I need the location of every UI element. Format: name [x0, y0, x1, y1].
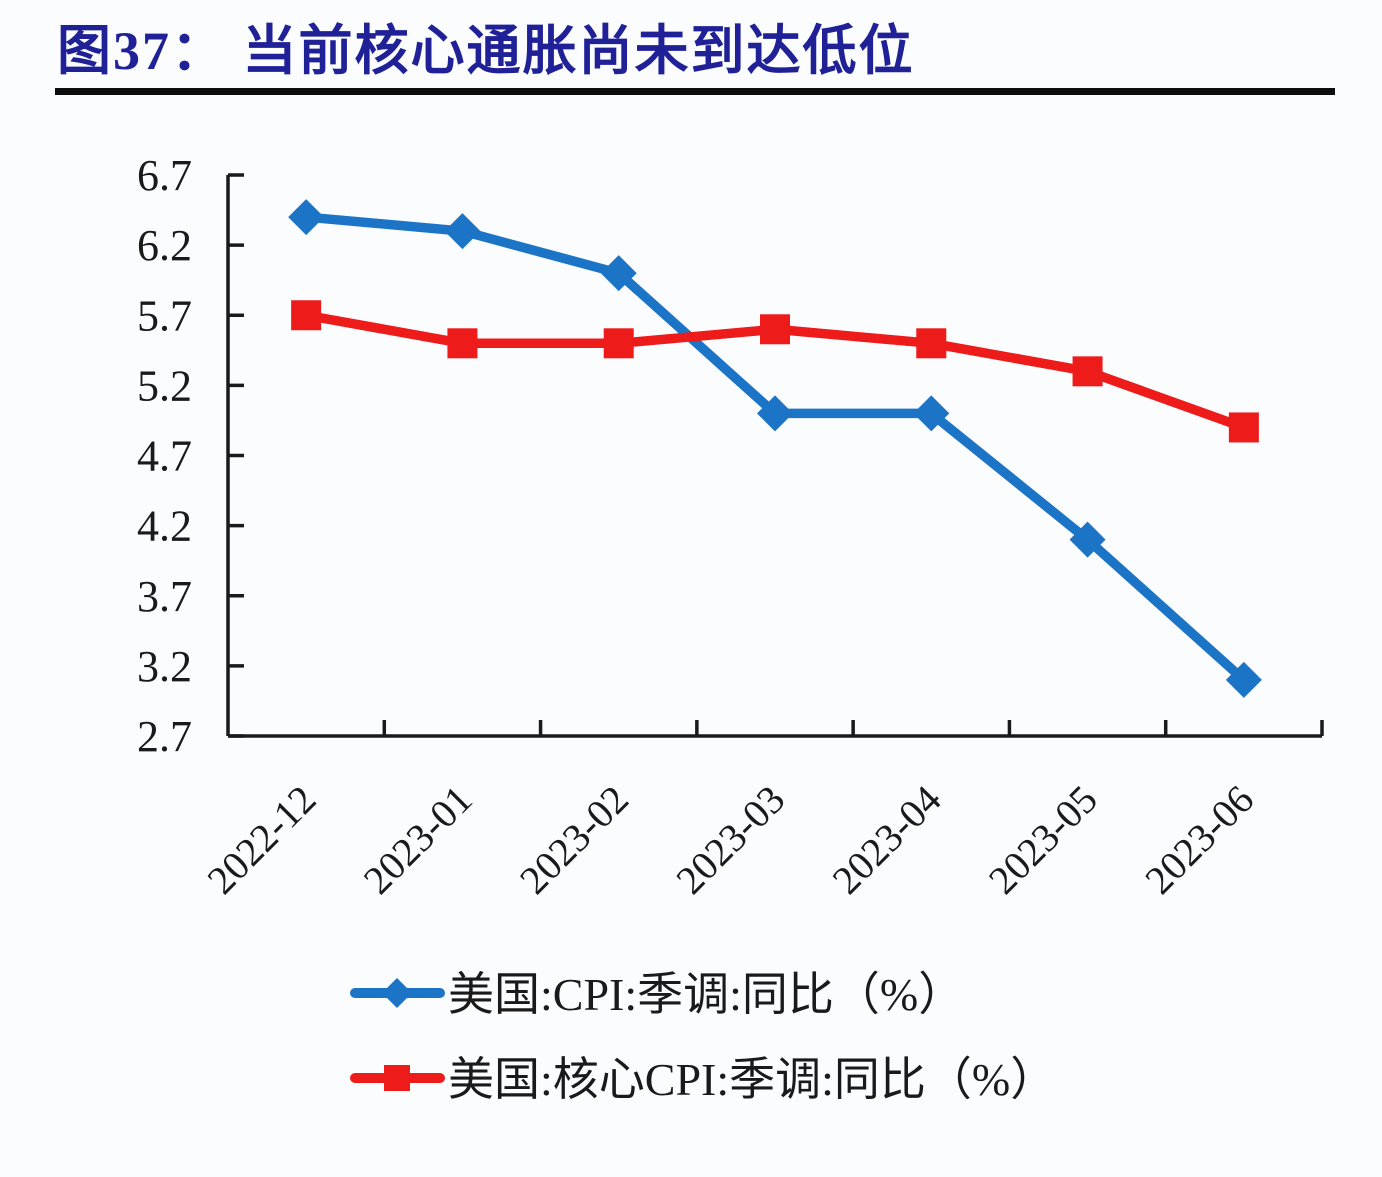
- core-cpi-point-marker: [447, 328, 478, 359]
- y-tick-label: 5.2: [137, 361, 192, 410]
- x-tick-label: 2023-01: [355, 777, 481, 903]
- x-tick-label: 2023-04: [824, 777, 950, 903]
- cpi-point-marker: [1069, 521, 1106, 558]
- cpi-point-marker: [1225, 661, 1262, 698]
- x-tick-label: 2023-06: [1136, 777, 1262, 903]
- cpi-point-marker: [288, 199, 325, 236]
- y-axis-labels: 6.7 6.2 5.7 5.2 4.7 4.2 3.7 3.2 2.7: [137, 151, 192, 761]
- y-tick-label: 6.7: [137, 151, 192, 200]
- y-tick-label: 4.2: [137, 502, 192, 551]
- axes: [226, 173, 1324, 738]
- legend-label-core-cpi: 美国:核心CPI:季调:同比（%）: [448, 1054, 1056, 1105]
- legend-label-cpi: 美国:CPI:季调:同比（%）: [448, 969, 964, 1020]
- cpi-point-marker: [913, 395, 950, 432]
- y-tick-label: 3.7: [137, 572, 192, 621]
- legend-diamond-icon: [382, 978, 412, 1008]
- legend-square-icon: [384, 1065, 410, 1091]
- y-tick-label: 4.7: [137, 432, 192, 481]
- x-tick-label: 2023-03: [667, 777, 793, 903]
- x-tick-label: 2022-12: [198, 777, 324, 903]
- y-tick-label: 5.7: [137, 291, 192, 340]
- x-tick-label: 2023-05: [980, 777, 1106, 903]
- legend: 美国:CPI:季调:同比（%） 美国:核心CPI:季调:同比（%）: [350, 969, 1056, 1105]
- figure-title: 图37： 当前核心通胀尚未到达低位: [57, 21, 915, 81]
- core-cpi-point-marker: [760, 314, 790, 345]
- x-tick-label: 2023-02: [511, 777, 637, 903]
- series-group: [288, 199, 1262, 698]
- cpi-series-line: [301, 212, 1249, 685]
- core-cpi-point-marker: [1228, 412, 1259, 443]
- y-tick-label: 2.7: [137, 712, 192, 761]
- title-underline: [55, 88, 1335, 95]
- core-cpi-point-marker: [916, 328, 947, 359]
- core-cpi-point-marker: [291, 300, 322, 331]
- y-tick-label: 6.2: [137, 221, 192, 270]
- core-cpi-point-marker: [1072, 356, 1103, 387]
- y-tick-label: 3.2: [137, 642, 192, 691]
- cpi-point-marker: [600, 255, 637, 292]
- cpi-point-marker: [757, 395, 793, 432]
- cpi-point-marker: [444, 213, 481, 250]
- core-cpi-point-marker: [603, 328, 634, 359]
- x-axis-labels: 2022-12 2023-01 2023-02 2023-03 2023-04 2023-…: [198, 777, 1262, 903]
